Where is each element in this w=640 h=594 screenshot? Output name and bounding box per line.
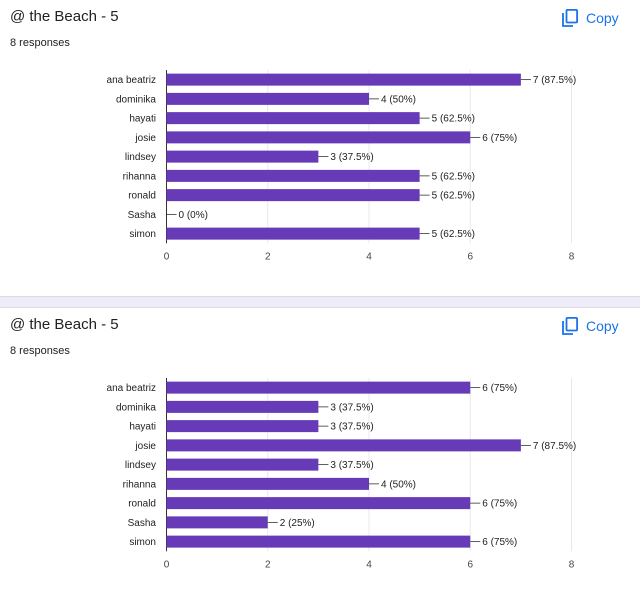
category-label: simon [129,229,156,240]
response-card: @ the Beach - 5 8 responses Copy 0 2 4 6 8 an… [0,0,640,296]
category-label: ana beatriz [107,383,156,394]
bar [166,92,369,105]
copy-label: Copy [586,318,619,334]
data-label: 5 (62.5%) [432,171,475,182]
data-label: 3 (37.5%) [330,152,373,163]
copy-icon [562,8,579,27]
bar [166,381,471,394]
data-label: 4 (50%) [381,479,416,490]
category-label: ronald [128,191,156,202]
category-label: rihanna [123,171,157,182]
bar [166,169,420,182]
data-label: 5 (62.5%) [432,114,475,125]
category-label: simon [129,537,156,548]
category-label: lindsey [125,152,156,163]
data-label: 0 (0%) [179,210,208,221]
bar [166,227,420,240]
copy-icon [562,316,579,335]
bar [166,400,319,413]
response-count: 8 responses [10,345,70,357]
data-label: 4 (50%) [381,94,416,105]
data-label: 5 (62.5%) [432,229,475,240]
category-label: josie [134,133,156,144]
x-tick-label: 0 [164,251,170,262]
category-label: rihanna [123,479,157,490]
bar [166,439,521,452]
bar [166,73,521,86]
bar [166,497,471,510]
data-label: 7 (87.5%) [533,75,576,86]
bar [166,477,369,490]
data-label: 6 (75%) [482,537,517,548]
category-label: ronald [128,499,156,510]
copy-button[interactable]: Copy [562,314,619,338]
data-label: 3 (37.5%) [330,402,373,413]
x-tick-label: 8 [569,559,575,570]
category-label: dominika [116,94,156,105]
bar [166,150,319,163]
x-tick-label: 4 [366,251,372,262]
data-label: 2 (25%) [280,518,315,529]
x-tick-label: 6 [467,251,473,262]
question-title: @ the Beach - 5 [10,316,119,333]
copy-label: Copy [586,10,619,26]
x-tick-label: 2 [265,559,271,570]
x-tick-label: 8 [569,251,575,262]
bar-chart: 0 2 4 6 8 ana beatriz 6 (75%) dominika 3 (37.5%)… [107,378,576,570]
data-label: 6 (75%) [482,133,517,144]
category-label: Sasha [128,210,157,221]
bar [166,131,471,144]
category-label: ana beatriz [107,75,156,86]
category-label: lindsey [125,460,156,471]
copy-button[interactable]: Copy [562,6,619,30]
data-label: 5 (62.5%) [432,191,475,202]
bar [166,112,420,125]
category-label: hayati [129,422,156,433]
x-tick-label: 2 [265,251,271,262]
data-label: 6 (75%) [482,499,517,510]
bar-chart: 0 2 4 6 8 ana beatriz 7 (87.5%) dominika 4 (50%)… [107,70,576,262]
data-label: 6 (75%) [482,383,517,394]
data-label: 3 (37.5%) [330,460,373,471]
response-count: 8 responses [10,37,70,49]
response-card: @ the Beach - 5 8 responses Copy 0 2 4 6 8 an… [0,308,640,594]
category-label: Sasha [128,518,157,529]
question-title: @ the Beach - 5 [10,8,119,25]
category-label: hayati [129,114,156,125]
data-label: 3 (37.5%) [330,422,373,433]
category-label: dominika [116,402,156,413]
x-tick-label: 0 [164,559,170,570]
data-label: 7 (87.5%) [533,441,576,452]
bar [166,189,420,202]
x-tick-label: 4 [366,559,372,570]
x-tick-label: 6 [467,559,473,570]
bar [166,420,319,433]
bar [166,458,319,471]
bar [166,535,471,548]
bar [166,516,268,529]
category-label: josie [134,441,156,452]
section-divider [0,296,640,308]
